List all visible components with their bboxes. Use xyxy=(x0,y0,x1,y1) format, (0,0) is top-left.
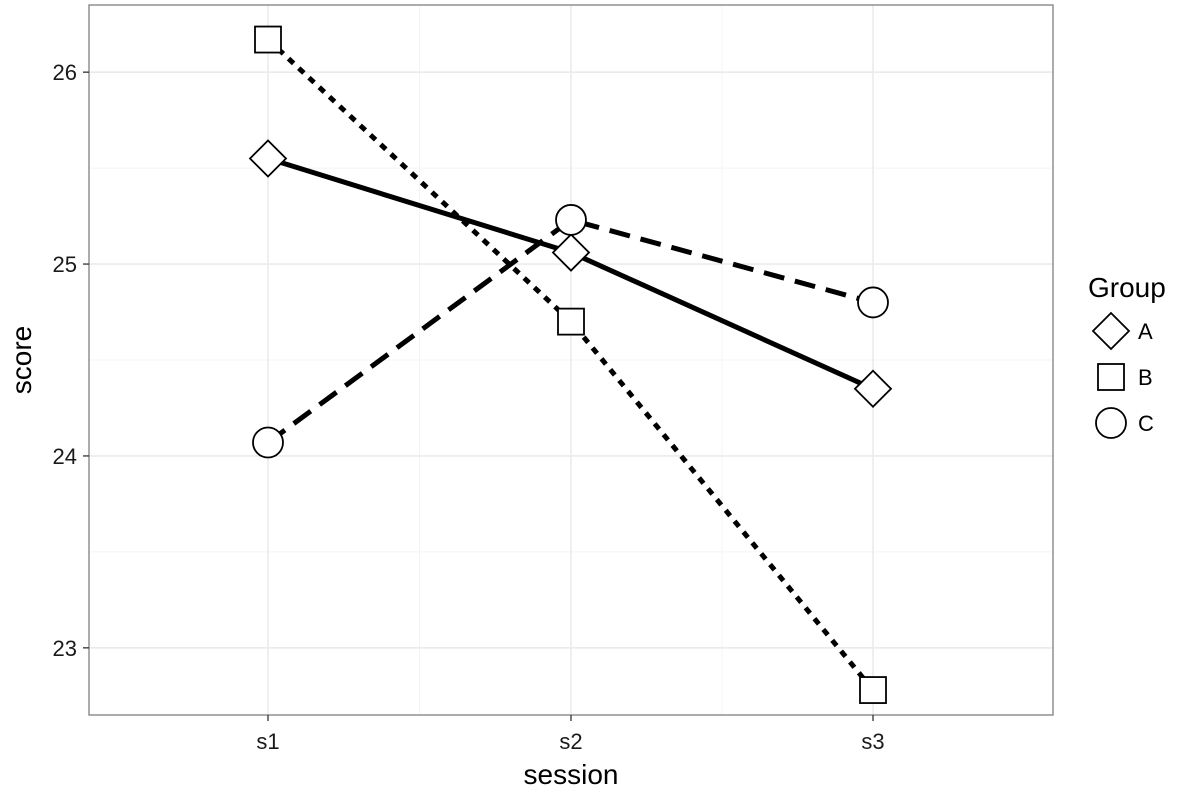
axes: 23 24 25 26 s1 s2 s3 xyxy=(53,60,885,754)
legend-label-b: B xyxy=(1138,365,1153,390)
legend-label-a: A xyxy=(1138,319,1153,344)
y-tick-label: 25 xyxy=(53,252,77,277)
legend-key-a xyxy=(1091,311,1131,351)
legend-key-b xyxy=(1097,363,1125,391)
data-point-b-s3 xyxy=(859,676,887,704)
data-point-b-s1 xyxy=(254,25,282,54)
grid-lines xyxy=(89,5,1053,715)
y-axis-title: score xyxy=(6,326,37,394)
y-tick-label: 24 xyxy=(53,444,77,469)
series-line-b xyxy=(266,37,875,692)
legend-title: Group xyxy=(1088,272,1166,303)
legend-label-c: C xyxy=(1138,411,1154,436)
data-point-a-s2 xyxy=(551,233,591,272)
x-axis-title: session xyxy=(524,759,619,790)
data-point-c-s1 xyxy=(252,426,284,459)
y-tick-label: 23 xyxy=(53,636,77,661)
data-point-a-s1 xyxy=(248,139,288,178)
x-tick-label: s2 xyxy=(559,729,582,754)
x-tick-label: s3 xyxy=(861,729,884,754)
data-point-c-s3 xyxy=(857,286,889,319)
data-point-c-s2 xyxy=(555,204,587,236)
data-point-a-s3 xyxy=(853,369,893,409)
x-tick-label: s1 xyxy=(256,729,279,754)
data-points xyxy=(248,25,893,704)
legend-key-c xyxy=(1095,407,1127,439)
y-tick-label: 26 xyxy=(53,60,77,85)
legend: Group ABC xyxy=(1088,272,1166,439)
data-point-b-s2 xyxy=(557,307,585,336)
series-line-c xyxy=(266,217,874,445)
